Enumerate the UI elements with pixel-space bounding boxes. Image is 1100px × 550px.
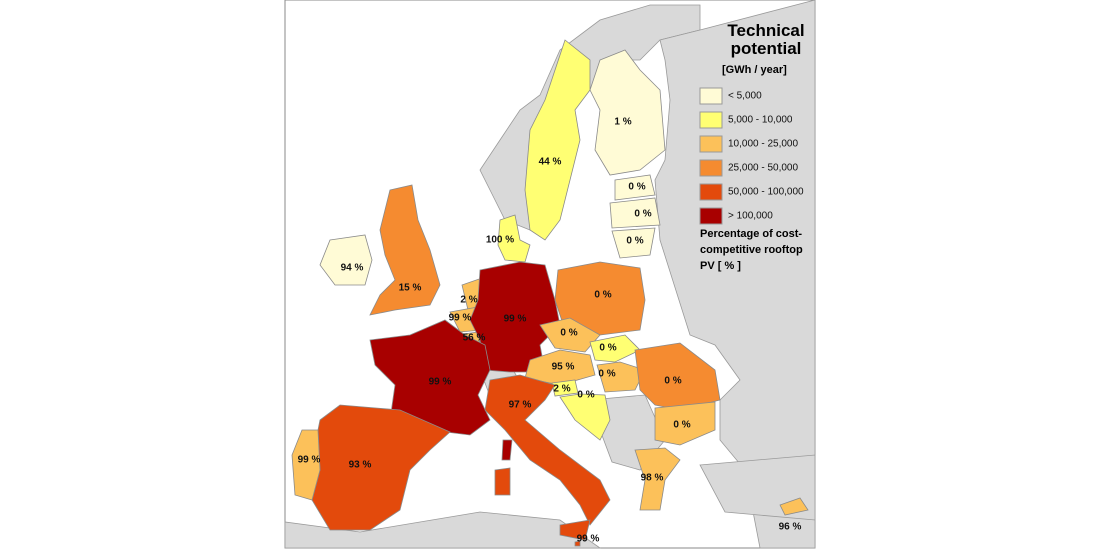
region-label: 0 % [598, 369, 615, 380]
legend-label: 50,000 - 100,000 [728, 187, 804, 198]
region-label: 0 % [628, 182, 645, 193]
legend-swatch [699, 159, 723, 177]
legend-swatch [699, 207, 723, 225]
legend-label: 25,000 - 50,000 [728, 163, 798, 174]
region-label: 0 % [626, 236, 643, 247]
legend-swatch [699, 135, 723, 153]
region-labels: 1 % 44 % 0 % 0 % 0 % 100 % 94 % 15 % 2 %… [298, 117, 802, 545]
region [614, 174, 656, 201]
legend-swatch [699, 111, 723, 129]
region-label: 0 % [673, 420, 690, 431]
legend-swatch [699, 87, 723, 105]
region [554, 261, 646, 336]
region-label: 0 % [577, 390, 594, 401]
legend-unit: [GWh / year] [722, 64, 787, 76]
legend: < 5,000 5,000 - 10,000 10,000 - 25,000 25,0… [699, 87, 804, 225]
region [574, 540, 581, 547]
region-label: 100 % [486, 235, 514, 246]
region-label: 0 % [664, 376, 681, 387]
region [559, 393, 611, 441]
region-label: 1 % [614, 117, 631, 128]
region [319, 234, 373, 286]
legend-label: 10,000 - 25,000 [728, 139, 798, 150]
region [589, 49, 666, 176]
legend-label: < 5,000 [728, 91, 762, 102]
region-label: 2 % [460, 295, 477, 306]
region [494, 467, 511, 496]
region-label: 99 % [298, 455, 321, 466]
region-label: 44 % [539, 157, 562, 168]
region [291, 429, 321, 501]
region-label: 96 % [779, 522, 802, 533]
region-label: 99 % [449, 313, 472, 324]
region-label: 15 % [399, 283, 422, 294]
region-label: 93 % [349, 460, 372, 471]
region-label: 99 % [504, 314, 527, 325]
region [589, 334, 641, 363]
region [559, 519, 591, 541]
region-label: 95 % [552, 362, 575, 373]
region-label: 56 % [463, 333, 486, 344]
region [497, 214, 531, 263]
legend-subtitle: Percentage of cost-competitive rooftop P… [700, 228, 803, 272]
region [369, 184, 441, 316]
region [611, 227, 656, 259]
region [609, 197, 661, 229]
region-label: 94 % [341, 263, 364, 274]
region [524, 39, 591, 241]
region-label: 0 % [560, 328, 577, 339]
region [501, 439, 513, 461]
region-label: 0 % [599, 343, 616, 354]
land [284, 511, 602, 549]
region [551, 379, 579, 397]
region-label: 98 % [641, 473, 664, 484]
legend-label: > 100,000 [728, 211, 773, 222]
region [484, 374, 611, 526]
eu-regions [291, 39, 809, 547]
legend-swatch [699, 183, 723, 201]
region [654, 401, 716, 446]
region-label: 99 % [429, 377, 452, 388]
land [654, 0, 816, 549]
region-label: 0 % [634, 209, 651, 220]
region-label: 2 % [553, 384, 570, 395]
region [634, 447, 681, 511]
region-label: 99 % [577, 534, 600, 545]
legend-title: Technical potential [727, 21, 805, 58]
region-label: 0 % [594, 290, 611, 301]
region [779, 497, 809, 516]
legend-label: 5,000 - 10,000 [728, 115, 793, 126]
region-label: 97 % [509, 400, 532, 411]
